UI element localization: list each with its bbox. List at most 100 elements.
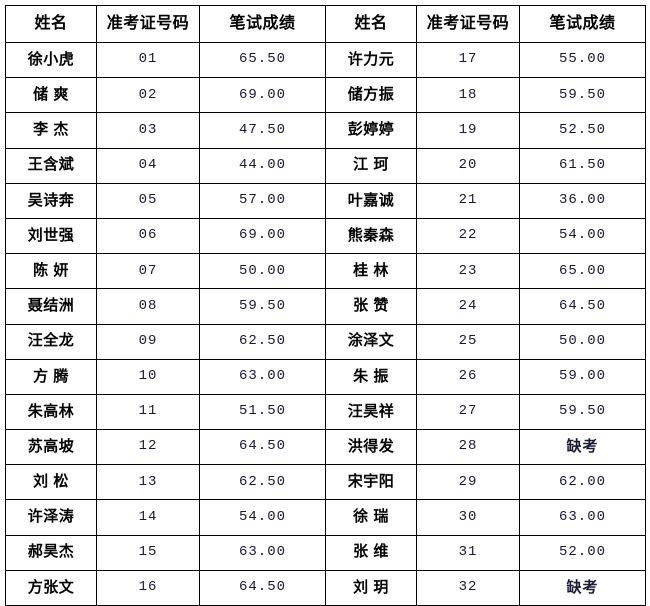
cell-exam-number: 05: [96, 182, 200, 219]
cell-exam-number: 19: [416, 112, 520, 149]
cell-exam-number: 12: [96, 429, 200, 466]
cell-exam-number: 20: [416, 147, 520, 184]
cell-written-score: 69.00: [199, 77, 326, 114]
cell-exam-number: 03: [96, 112, 200, 149]
cell-candidate-name: 涂泽文: [325, 323, 417, 360]
cell-candidate-name: 吴诗奔: [5, 182, 97, 219]
column-header-name-left: 姓名: [5, 5, 97, 43]
cell-candidate-name: 熊秦森: [325, 217, 417, 255]
cell-exam-number: 27: [416, 393, 520, 431]
cell-candidate-name: 叶嘉诚: [325, 182, 417, 219]
cell-exam-number: 04: [96, 147, 200, 184]
cell-exam-number: 10: [96, 358, 200, 395]
cell-exam-number: 08: [96, 288, 200, 325]
cell-candidate-name: 彭婷婷: [325, 112, 417, 149]
cell-exam-number: 17: [416, 41, 520, 79]
table-row: 王含斌 04 44.00 江 珂 20 61.50: [5, 147, 646, 184]
cell-written-score: 69.00: [199, 217, 326, 255]
cell-written-score: 50.00: [199, 253, 326, 290]
cell-candidate-name: 刘世强: [5, 217, 97, 255]
cell-exam-number: 01: [96, 41, 200, 79]
cell-candidate-name: 储方振: [325, 77, 417, 114]
cell-score-absent: 缺考: [519, 569, 646, 606]
table-row: 许泽涛 14 54.00 徐 瑞 30 63.00: [5, 499, 646, 536]
cell-candidate-name: 聂结洲: [5, 288, 97, 325]
table-row: 徐小虎 01 65.50 许力元 17 55.00: [5, 41, 646, 79]
cell-written-score: 52.50: [519, 112, 646, 149]
cell-exam-number: 14: [96, 499, 200, 536]
cell-written-score: 59.50: [199, 288, 326, 325]
cell-candidate-name: 朱高林: [5, 393, 97, 431]
cell-candidate-name: 刘 松: [5, 464, 97, 501]
cell-candidate-name: 桂 林: [325, 253, 417, 290]
cell-candidate-name: 方张文: [5, 569, 97, 606]
cell-written-score: 64.50: [199, 429, 326, 466]
cell-exam-number: 16: [96, 569, 200, 606]
cell-candidate-name: 苏高坡: [5, 429, 97, 466]
column-header-score-right: 笔试成绩: [519, 5, 646, 43]
cell-candidate-name: 江 珂: [325, 147, 417, 184]
cell-written-score: 54.00: [519, 217, 646, 255]
table-row: 方 腾 10 63.00 朱 振 26 59.00: [5, 358, 646, 395]
cell-exam-number: 30: [416, 499, 520, 536]
cell-candidate-name: 王含斌: [5, 147, 97, 184]
cell-exam-number: 23: [416, 253, 520, 290]
header-row: 姓名 准考证号码 笔试成绩 姓名 准考证号码 笔试成绩: [5, 5, 646, 43]
cell-candidate-name: 储 爽: [5, 77, 97, 114]
cell-exam-number: 29: [416, 464, 520, 501]
cell-candidate-name: 洪得发: [325, 429, 417, 466]
table-header: 姓名 准考证号码 笔试成绩 姓名 准考证号码 笔试成绩: [5, 5, 646, 43]
cell-exam-number: 32: [416, 569, 520, 606]
cell-written-score: 62.50: [199, 464, 326, 501]
cell-exam-number: 09: [96, 323, 200, 360]
column-header-examno-right: 准考证号码: [416, 5, 520, 43]
cell-exam-number: 28: [416, 429, 520, 466]
cell-written-score: 54.00: [199, 499, 326, 536]
cell-exam-number: 26: [416, 358, 520, 395]
written-exam-score-table: 姓名 准考证号码 笔试成绩 姓名 准考证号码 笔试成绩 徐小虎 01 65.50 许力…: [5, 5, 646, 606]
table-row: 刘 松 13 62.50 宋宇阳 29 62.00: [5, 464, 646, 501]
table-row: 聂结洲 08 59.50 张 赞 24 64.50: [5, 288, 646, 325]
cell-exam-number: 18: [416, 77, 520, 114]
cell-written-score: 50.00: [519, 323, 646, 360]
cell-exam-number: 02: [96, 77, 200, 114]
cell-candidate-name: 汪全龙: [5, 323, 97, 360]
cell-candidate-name: 张 赞: [325, 288, 417, 325]
cell-exam-number: 06: [96, 217, 200, 255]
table-row: 方张文 16 64.50 刘 玥 32 缺考: [5, 569, 646, 606]
cell-written-score: 61.50: [519, 147, 646, 184]
cell-candidate-name: 朱 振: [325, 358, 417, 395]
cell-written-score: 36.00: [519, 182, 646, 219]
cell-exam-number: 15: [96, 534, 200, 571]
cell-exam-number: 22: [416, 217, 520, 255]
cell-written-score: 64.50: [519, 288, 646, 325]
cell-written-score: 44.00: [199, 147, 326, 184]
cell-written-score: 51.50: [199, 393, 326, 431]
table-row: 储 爽 02 69.00 储方振 18 59.50: [5, 77, 646, 114]
cell-score-absent: 缺考: [519, 429, 646, 466]
cell-written-score: 59.50: [519, 393, 646, 431]
cell-written-score: 47.50: [199, 112, 326, 149]
cell-candidate-name: 陈 妍: [5, 253, 97, 290]
cell-candidate-name: 张 维: [325, 534, 417, 571]
cell-candidate-name: 徐小虎: [5, 41, 97, 79]
cell-exam-number: 21: [416, 182, 520, 219]
cell-candidate-name: 李 杰: [5, 112, 97, 149]
table-row: 陈 妍 07 50.00 桂 林 23 65.00: [5, 253, 646, 290]
column-header-score-left: 笔试成绩: [199, 5, 326, 43]
cell-written-score: 52.00: [519, 534, 646, 571]
table-row: 朱高林 11 51.50 汪昊祥 27 59.50: [5, 393, 646, 431]
cell-exam-number: 25: [416, 323, 520, 360]
cell-written-score: 63.00: [519, 499, 646, 536]
cell-written-score: 63.00: [199, 358, 326, 395]
cell-written-score: 55.00: [519, 41, 646, 79]
cell-candidate-name: 许泽涛: [5, 499, 97, 536]
column-header-examno-left: 准考证号码: [96, 5, 200, 43]
cell-candidate-name: 宋宇阳: [325, 464, 417, 501]
cell-written-score: 64.50: [199, 569, 326, 606]
table-row: 郝昊杰 15 63.00 张 维 31 52.00: [5, 534, 646, 571]
cell-written-score: 65.00: [519, 253, 646, 290]
table-body: 徐小虎 01 65.50 许力元 17 55.00 储 爽 02 69.00 储方振 18 59.50…: [5, 41, 646, 606]
cell-exam-number: 13: [96, 464, 200, 501]
